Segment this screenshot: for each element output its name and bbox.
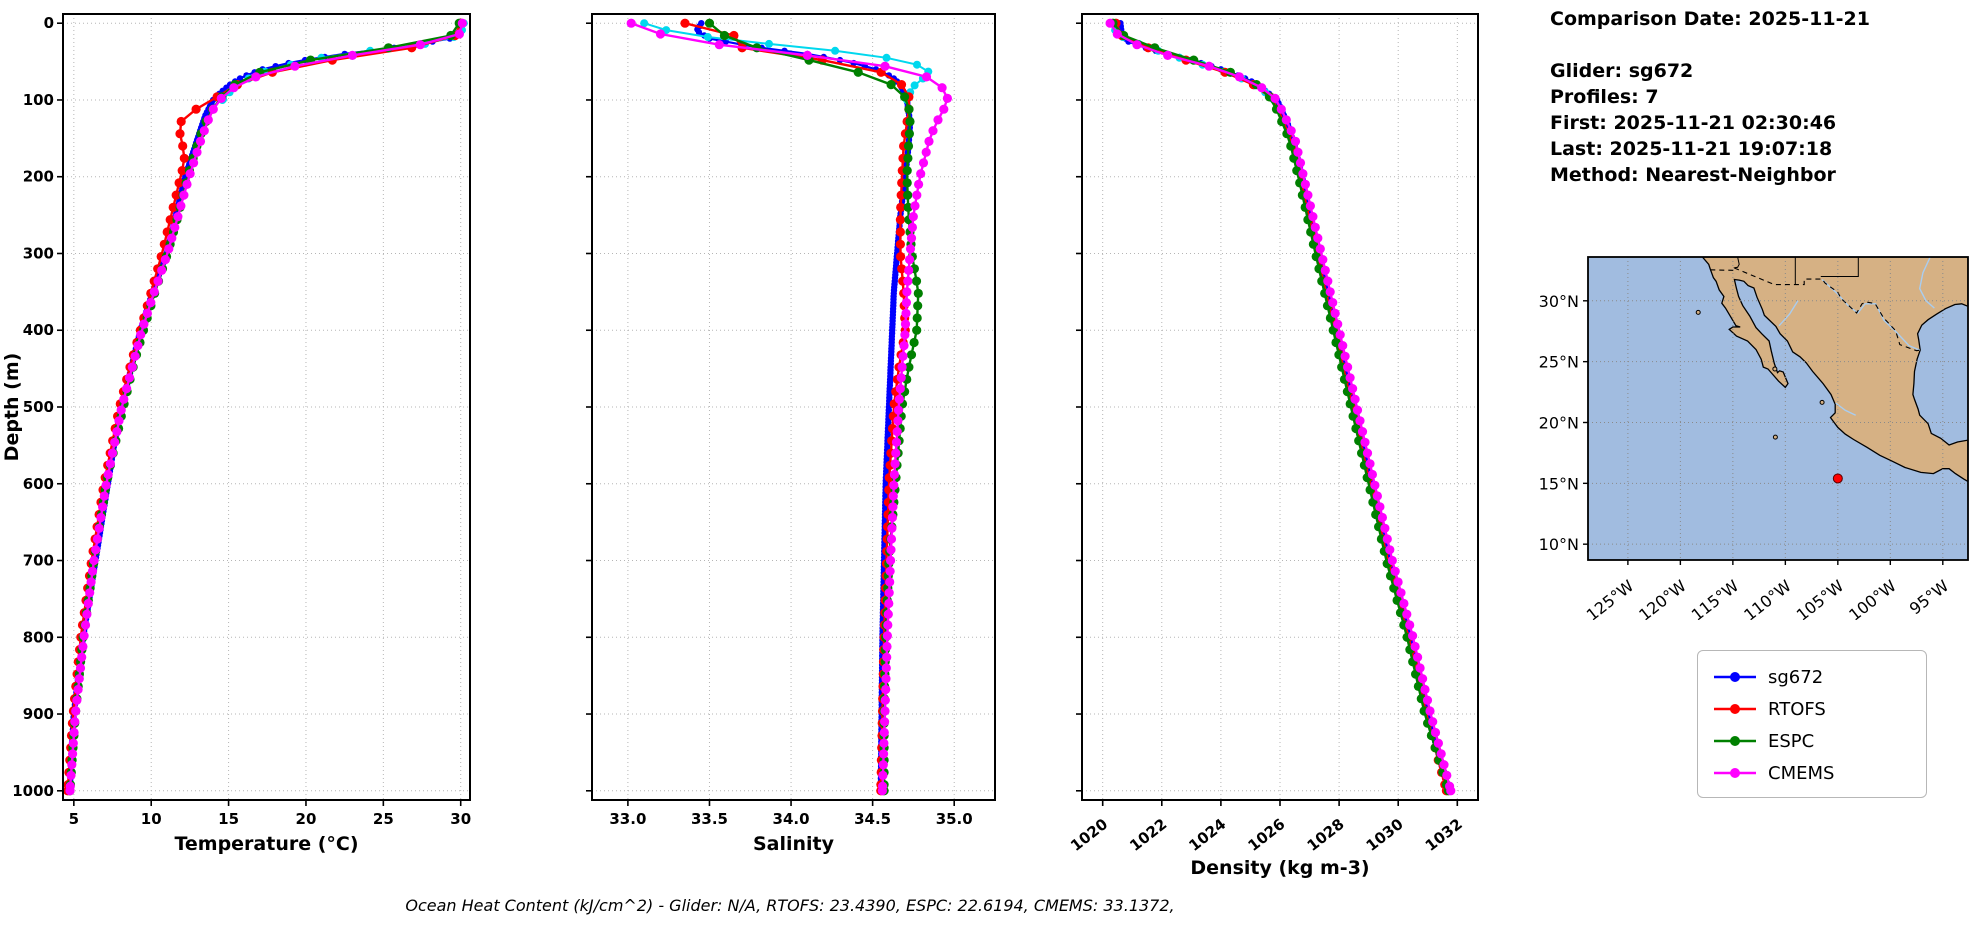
profiles-count-text: Profiles: 7	[1550, 86, 1659, 108]
svg-text:15: 15	[218, 810, 239, 828]
legend-item-rtofs: RTOFS	[1712, 693, 1912, 725]
svg-text:110°W: 110°W	[1740, 576, 1795, 620]
legend-marker-icon	[1714, 704, 1756, 714]
legend-label: CMEMS	[1768, 762, 1835, 784]
info-panel: Comparison Date: 2025-11-21 Glider: sg67…	[1550, 6, 1870, 188]
svg-text:34.0: 34.0	[773, 810, 810, 828]
svg-text:Salinity: Salinity	[753, 833, 835, 855]
comparison-date-text: Comparison Date: 2025-11-21	[1550, 8, 1870, 30]
svg-text:900: 900	[23, 705, 54, 723]
svg-text:125°W: 125°W	[1583, 576, 1638, 620]
svg-text:Depth (m): Depth (m)	[1, 353, 23, 462]
svg-text:1028: 1028	[1304, 815, 1348, 855]
svg-text:1022: 1022	[1126, 815, 1170, 855]
svg-text:1032: 1032	[1422, 815, 1466, 855]
svg-text:20: 20	[296, 810, 317, 828]
svg-text:100: 100	[23, 91, 54, 109]
legend-item-sg672: sg672	[1712, 661, 1912, 693]
svg-text:0: 0	[44, 14, 54, 32]
svg-text:10°N: 10°N	[1539, 535, 1579, 554]
svg-text:200: 200	[23, 168, 54, 186]
svg-text:300: 300	[23, 244, 54, 262]
svg-text:34.5: 34.5	[854, 810, 891, 828]
svg-text:800: 800	[23, 628, 54, 646]
info-spacer	[1550, 32, 1870, 58]
svg-text:105°W: 105°W	[1793, 576, 1848, 620]
svg-text:Temperature (°C): Temperature (°C)	[174, 833, 358, 855]
svg-text:100°W: 100°W	[1845, 576, 1900, 620]
glider-position-marker	[1832, 473, 1843, 484]
svg-text:1000: 1000	[12, 782, 54, 800]
temperature-profile-plot: 5 10 15 20 25 3001002003004005006007008009001…	[1, 13, 471, 855]
legend-label: ESPC	[1768, 730, 1815, 752]
svg-text:700: 700	[23, 552, 54, 570]
legend-item-espc: ESPC	[1712, 725, 1912, 757]
svg-text:25: 25	[373, 810, 394, 828]
svg-text:1020: 1020	[1067, 815, 1111, 855]
svg-text:400: 400	[23, 321, 54, 339]
ocean-heat-content-note: Ocean Heat Content (kJ/cm^2) - Glider: N…	[405, 896, 1175, 915]
method-text: Method: Nearest-Neighbor	[1550, 164, 1836, 186]
legend-marker-icon	[1714, 672, 1756, 682]
svg-text:15°N: 15°N	[1539, 474, 1579, 493]
legend-marker-icon	[1714, 736, 1756, 746]
svg-text:20°N: 20°N	[1539, 413, 1579, 432]
svg-text:500: 500	[23, 398, 54, 416]
svg-text:30: 30	[450, 810, 471, 828]
svg-text:1030: 1030	[1363, 815, 1407, 855]
density-profile-plot: 1020 1022 1024 1026 1028 1030 1032 Density (kg …	[1067, 13, 1479, 879]
svg-text:30°N: 30°N	[1539, 292, 1579, 311]
legend: sg672 RTOFS ESPC CMEMS	[1697, 650, 1927, 798]
svg-text:10: 10	[141, 810, 162, 828]
legend-marker-icon	[1714, 768, 1756, 778]
svg-text:33.5: 33.5	[691, 810, 728, 828]
legend-label: RTOFS	[1768, 698, 1826, 720]
svg-text:25°N: 25°N	[1539, 353, 1579, 372]
svg-text:1024: 1024	[1185, 815, 1229, 855]
svg-text:600: 600	[23, 475, 54, 493]
svg-text:95°W: 95°W	[1906, 576, 1953, 618]
legend-label: sg672	[1768, 666, 1824, 688]
svg-text:35.0: 35.0	[936, 810, 973, 828]
svg-text:115°W: 115°W	[1688, 576, 1743, 620]
svg-text:5: 5	[69, 810, 79, 828]
svg-text:Density (kg m-3): Density (kg m-3)	[1190, 857, 1369, 879]
legend-item-cmems: CMEMS	[1712, 757, 1912, 789]
first-profile-time-text: First: 2025-11-21 02:30:46	[1550, 112, 1837, 134]
salinity-profile-plot: 33.0 33.5 34.0 34.5 35.0 Salinity	[586, 13, 996, 855]
location-map: 10°N 15°N 20°N 25°N 30°N 125°W120°W115°W110°W…	[1539, 256, 1969, 620]
glider-name-text: Glider: sg672	[1550, 60, 1694, 82]
svg-text:120°W: 120°W	[1635, 576, 1690, 620]
last-profile-time-text: Last: 2025-11-21 19:07:18	[1550, 138, 1833, 160]
svg-text:33.0: 33.0	[609, 810, 646, 828]
svg-text:1026: 1026	[1244, 815, 1288, 855]
